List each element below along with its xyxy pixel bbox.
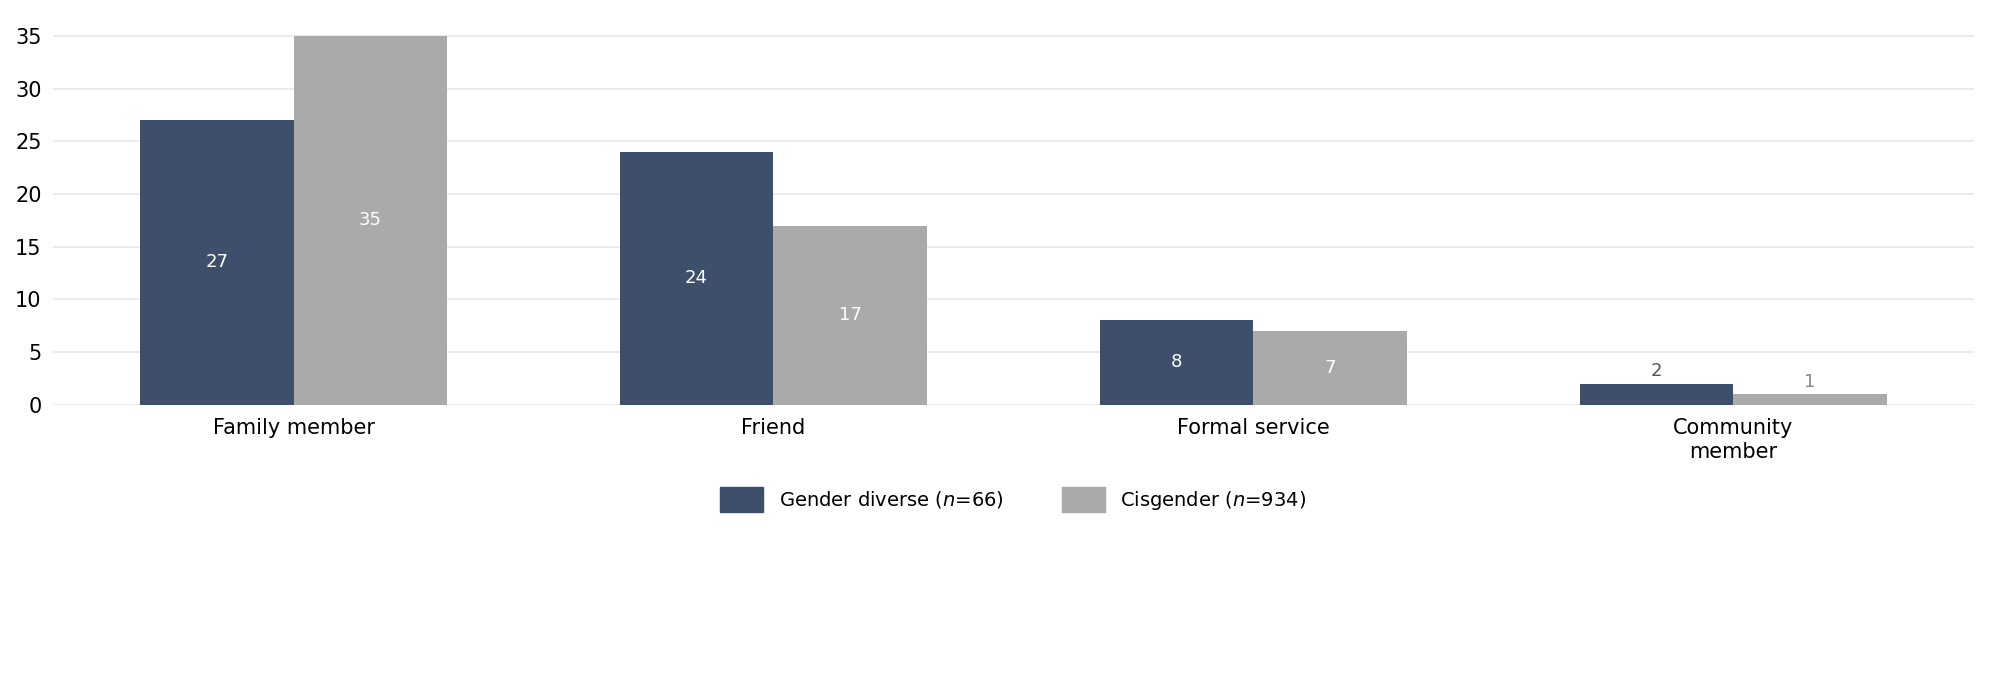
Bar xyxy=(139,120,294,405)
Bar xyxy=(621,152,774,405)
Legend: Gender diverse ($n$=66), Cisgender ($n$=934): Gender diverse ($n$=66), Cisgender ($n$=… xyxy=(712,479,1315,519)
Bar xyxy=(1100,320,1253,405)
Text: 1: 1 xyxy=(1804,373,1816,391)
Bar xyxy=(1732,394,1888,405)
Bar xyxy=(774,225,927,405)
Text: 8: 8 xyxy=(1172,354,1181,371)
Text: 35: 35 xyxy=(358,211,382,230)
Text: 2: 2 xyxy=(1651,363,1663,380)
Bar xyxy=(1579,384,1732,405)
Bar xyxy=(294,36,448,405)
Text: 24: 24 xyxy=(684,269,708,287)
Text: 27: 27 xyxy=(205,253,229,272)
Text: 7: 7 xyxy=(1325,359,1337,377)
Bar xyxy=(1253,331,1406,405)
Text: 17: 17 xyxy=(839,306,861,324)
